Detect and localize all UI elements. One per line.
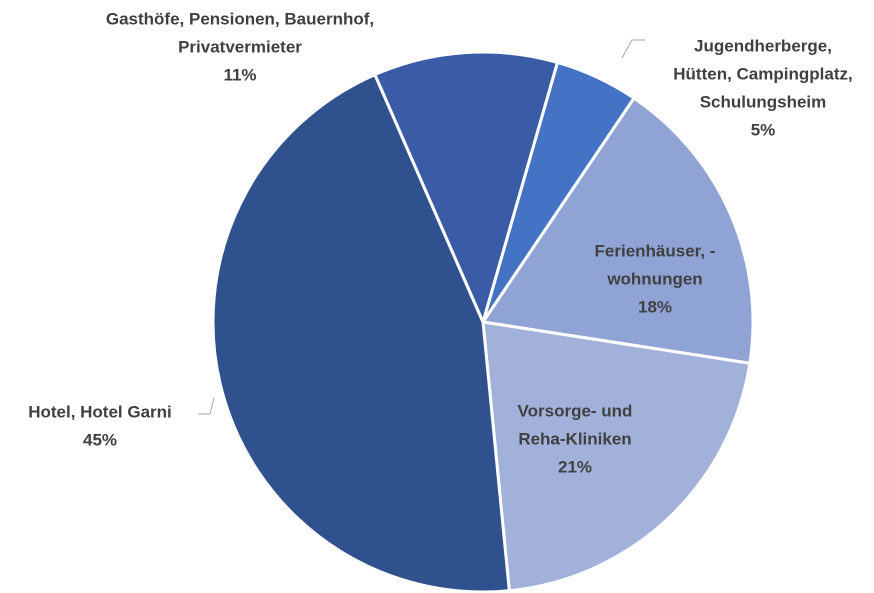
slice-label: Jugendherberge, [694, 36, 832, 55]
slice-label: Hotel, Hotel Garni [28, 402, 172, 421]
slice-label: Reha-Kliniken [518, 429, 631, 448]
slice-label: Ferienhäuser, - [595, 241, 716, 260]
pie-slice [372, 50, 560, 327]
slice-value-label: 45% [83, 430, 117, 449]
slice-label: Vorsorge- und [518, 401, 633, 420]
leader-line [198, 397, 215, 415]
slice-value-label: 21% [558, 457, 592, 476]
slice-label: wohnungen [606, 269, 702, 288]
pie-slice [481, 320, 752, 593]
slice-value-label: 18% [638, 297, 672, 316]
slice-value-label: 5% [751, 120, 776, 139]
pie-slice [480, 96, 755, 366]
slice-label: Gasthöfe, Pensionen, Bauernhof, [106, 9, 374, 28]
leader-line [621, 39, 645, 59]
slice-label: Schulungsheim [700, 92, 827, 111]
slice-value-label: 11% [223, 65, 256, 84]
slice-label: Privatvermieter [178, 37, 302, 56]
pie-slice [211, 72, 511, 593]
slice-label: Hütten, Campingplatz, [673, 64, 852, 83]
